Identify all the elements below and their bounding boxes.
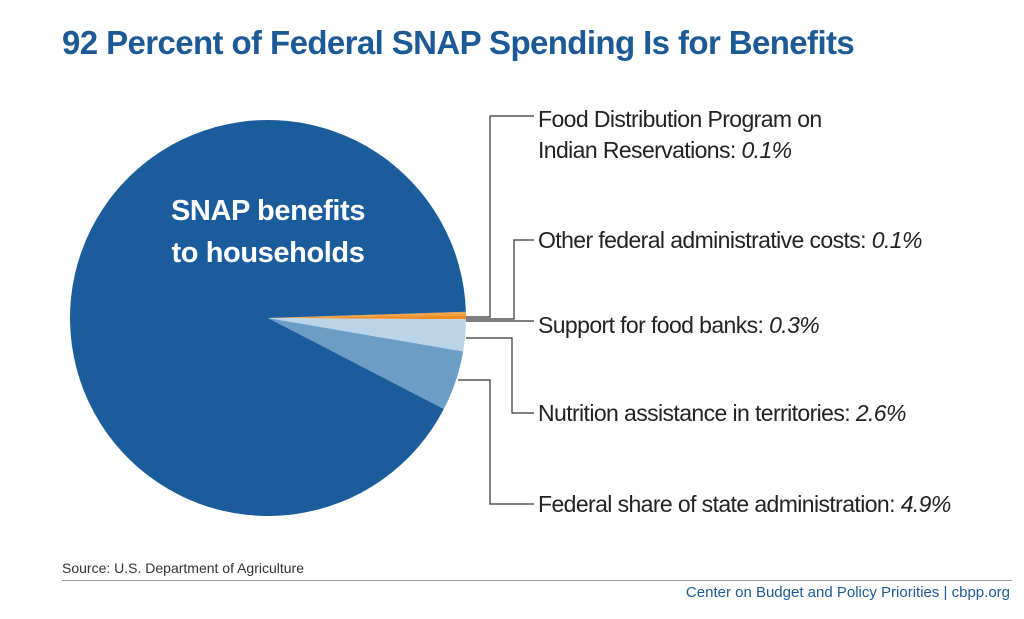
- leader-lines: [458, 115, 534, 505]
- pie-slice-4: [268, 318, 466, 352]
- slice-label-text: Federal share of state administration:: [538, 491, 896, 517]
- inside-label-line-2: to households: [171, 237, 365, 269]
- leader-line-5: [458, 379, 534, 505]
- slice-value: 2.6%: [855, 400, 907, 426]
- slice-label-text: Nutrition assistance in territories:: [538, 400, 851, 426]
- leader-line-4: [466, 337, 534, 414]
- pie-slice-1: [268, 311, 466, 318]
- slice-label-state-admin: Federal share of state administration: 4…: [538, 489, 951, 520]
- leader-line-1: [466, 115, 534, 318]
- pie-slices: [69, 120, 467, 517]
- slice-label-territories: Nutrition assistance in territories: 2.6…: [538, 398, 906, 429]
- source-note: Source: U.S. Department of Agriculture: [62, 560, 304, 576]
- pie-slice-5: [268, 318, 464, 410]
- slice-value: 0.1%: [741, 137, 792, 163]
- leader-line-2: [466, 239, 534, 320]
- pie-slice-3: [268, 315, 467, 320]
- slice-label-other-admin: Other federal administrative costs: 0.1%: [538, 225, 922, 256]
- footer-divider: [62, 580, 1012, 581]
- slice-value: 4.9%: [900, 491, 952, 517]
- slice-label-food-banks: Support for food banks: 0.3%: [538, 310, 820, 341]
- slice-label-indian-reservations: Food Distribution Program on Indian Rese…: [538, 104, 822, 166]
- footer-credit: Center on Budget and Policy Priorities |…: [685, 584, 1010, 601]
- slice-label-line: Food Distribution Program on: [538, 106, 822, 132]
- slice-label-line: Indian Reservations:: [538, 137, 736, 163]
- slice-value: 0.1%: [871, 227, 923, 253]
- inside-label-line-1: SNAP benefits: [170, 195, 366, 227]
- slice-label-text: Support for food banks:: [538, 312, 764, 338]
- slice-value: 0.3%: [769, 312, 820, 338]
- inside-slice-label: SNAP benefits to households: [118, 190, 418, 274]
- pie-slice-2: [268, 313, 466, 318]
- pie-slice-0: [69, 120, 466, 517]
- slice-label-text: Other federal administrative costs:: [538, 227, 867, 253]
- chart-title: 92 Percent of Federal SNAP Spending Is f…: [62, 24, 855, 61]
